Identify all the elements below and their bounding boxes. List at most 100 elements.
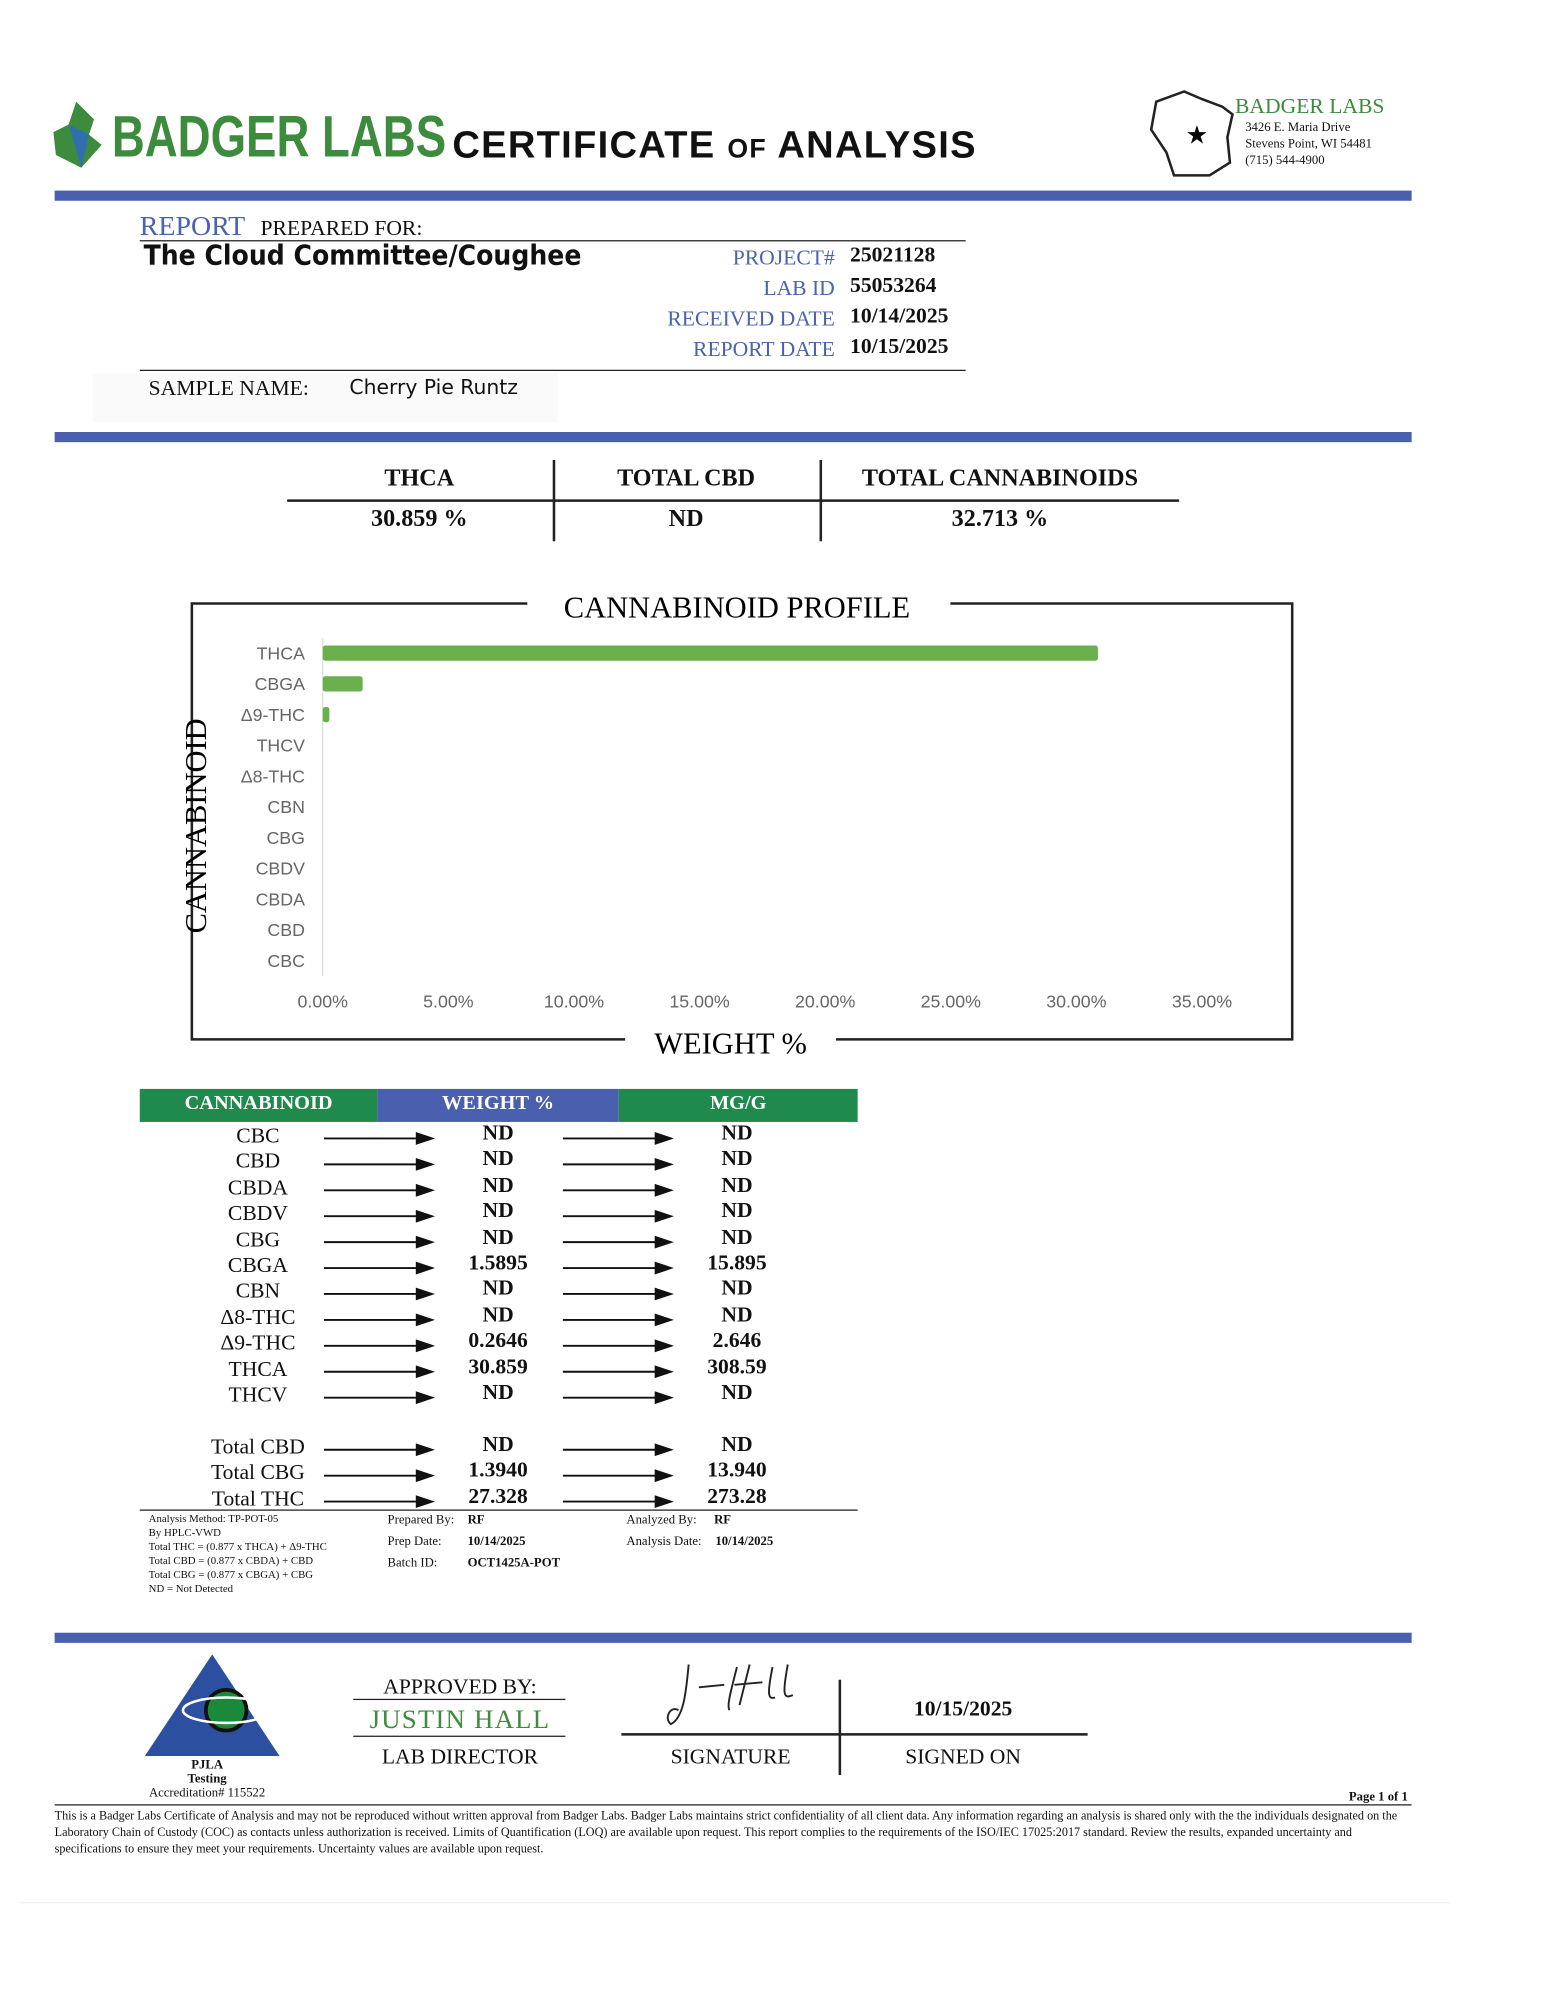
signature-label: SIGNATURE bbox=[670, 1744, 791, 1769]
rule bbox=[621, 1733, 1088, 1736]
y-tick-label: CBDV bbox=[256, 859, 306, 879]
mg-g: ND bbox=[721, 1431, 753, 1457]
weight: ND bbox=[482, 1224, 514, 1249]
accreditation-line: Testing bbox=[187, 1772, 227, 1787]
arrow bbox=[562, 1365, 674, 1379]
arrow bbox=[562, 1287, 674, 1301]
arrow bbox=[562, 1391, 674, 1405]
signed-date: 10/15/2025 bbox=[913, 1696, 1013, 1721]
arrow bbox=[324, 1287, 436, 1301]
address-line: (715) 544-4900 bbox=[1245, 153, 1325, 168]
analysis-label: Analyzed By: bbox=[626, 1513, 697, 1528]
prep-value: OCT1425A-POT bbox=[467, 1556, 561, 1571]
accreditation-line: PJLA bbox=[191, 1758, 223, 1773]
arrow bbox=[562, 1313, 674, 1327]
field-value: 10/15/2025 bbox=[850, 334, 949, 359]
analysis-value: 10/14/2025 bbox=[715, 1534, 774, 1549]
arrow bbox=[324, 1313, 436, 1327]
field-label: REPORT DATE bbox=[693, 336, 835, 361]
prep-label: Prep Date: bbox=[387, 1534, 442, 1549]
weight: ND bbox=[482, 1198, 514, 1223]
cannabinoid: Total CBG bbox=[210, 1460, 305, 1485]
arrow bbox=[324, 1469, 436, 1483]
rule bbox=[552, 459, 556, 542]
weight: ND bbox=[482, 1431, 514, 1457]
summary-header: THCA bbox=[384, 465, 455, 492]
address-line: Stevens Point, WI 54481 bbox=[1245, 137, 1373, 152]
accreditation: PJLA Testing Accreditation# 115522 bbox=[149, 1759, 265, 1801]
approver-name: JUSTIN HALL bbox=[369, 1703, 551, 1735]
y-tick-label: CBN bbox=[267, 797, 305, 817]
x-tick-label: 30.00% bbox=[1046, 992, 1106, 1012]
cannabinoid: CBDA bbox=[227, 1175, 288, 1200]
rule bbox=[353, 1735, 566, 1737]
weight: 1.3940 bbox=[468, 1457, 528, 1483]
mg-g: ND bbox=[721, 1172, 753, 1197]
brand: BADGER LABS bbox=[111, 102, 447, 169]
prep-label: Prepared By: bbox=[387, 1513, 455, 1528]
rule bbox=[819, 459, 823, 542]
mg-g: ND bbox=[721, 1198, 753, 1223]
weight: ND bbox=[482, 1302, 514, 1327]
chart-frame bbox=[190, 602, 1294, 1041]
cannabinoid: Δ8-THC bbox=[220, 1304, 296, 1329]
arrow bbox=[562, 1183, 674, 1197]
weight: 1.5895 bbox=[468, 1250, 528, 1275]
prepared-label: PREPARED FOR: bbox=[260, 216, 423, 241]
field-value: 55053264 bbox=[850, 273, 937, 298]
rule bbox=[838, 1679, 842, 1776]
y-tick-label: CBC bbox=[267, 951, 305, 971]
cannabinoid: CBC bbox=[236, 1123, 280, 1148]
y-tick-label: THCV bbox=[257, 736, 306, 756]
cannabinoid: Total CBD bbox=[210, 1434, 305, 1459]
summary-header: TOTAL CANNABINOIDS bbox=[861, 465, 1139, 492]
doc-title: CERTIFICATE of ANALYSIS bbox=[452, 124, 977, 167]
weight: ND bbox=[482, 1172, 514, 1197]
arrow bbox=[324, 1365, 436, 1379]
method-line: ND = Not Detected bbox=[148, 1581, 234, 1595]
arrow bbox=[562, 1495, 674, 1508]
report-label: REPORT bbox=[139, 209, 246, 242]
arrow bbox=[324, 1391, 436, 1405]
header-text: MG/G bbox=[709, 1092, 767, 1115]
analysis-label: Analysis Date: bbox=[626, 1534, 702, 1549]
bar bbox=[322, 676, 363, 692]
arrow bbox=[324, 1235, 436, 1249]
y-axis-label: CANNABINOID bbox=[179, 718, 213, 933]
weight: ND bbox=[482, 1120, 514, 1145]
y-tick-label: Δ9-THC bbox=[241, 705, 305, 725]
x-tick-label: 35.00% bbox=[1172, 992, 1232, 1012]
mg-g: ND bbox=[721, 1146, 753, 1171]
y-tick-label: CBD bbox=[267, 920, 305, 940]
cannabinoid: THCV bbox=[228, 1382, 288, 1407]
arrow bbox=[562, 1339, 674, 1353]
cannabinoid: Total THC bbox=[211, 1486, 305, 1511]
method-line: Analysis Method: TP-POT-05 bbox=[148, 1512, 279, 1525]
logo-icon bbox=[53, 101, 102, 168]
field-label: RECEIVED DATE bbox=[667, 306, 835, 331]
y-tick-label: CBG bbox=[266, 828, 305, 848]
x-tick-label: 5.00% bbox=[423, 992, 474, 1012]
bar bbox=[322, 645, 1098, 661]
arrow bbox=[562, 1157, 674, 1171]
approver-role: LAB DIRECTOR bbox=[381, 1744, 539, 1769]
svg-text:★: ★ bbox=[1186, 122, 1209, 150]
mg-g: ND bbox=[721, 1379, 753, 1405]
rule bbox=[54, 1632, 1412, 1643]
sample-label: SAMPLE NAME: bbox=[148, 376, 309, 401]
arrow bbox=[562, 1469, 674, 1483]
arrow bbox=[324, 1157, 436, 1171]
rule bbox=[20, 1902, 1450, 1904]
arrow bbox=[562, 1235, 674, 1249]
accreditation-line: Accreditation# 115522 bbox=[148, 1786, 266, 1801]
address: 3426 E. Maria Drive Stevens Point, WI 544… bbox=[1245, 119, 1372, 169]
cannabinoid: THCA bbox=[228, 1356, 288, 1381]
rule bbox=[139, 1509, 858, 1511]
field-label: LAB ID bbox=[763, 275, 835, 300]
rule bbox=[54, 432, 1412, 443]
method-line: Total THC = (0.877 x THCA) + Δ9-THC bbox=[148, 1539, 327, 1553]
weight: 30.859 bbox=[468, 1353, 528, 1379]
header-text: CANNABINOID bbox=[184, 1092, 333, 1115]
arrow bbox=[562, 1261, 674, 1275]
